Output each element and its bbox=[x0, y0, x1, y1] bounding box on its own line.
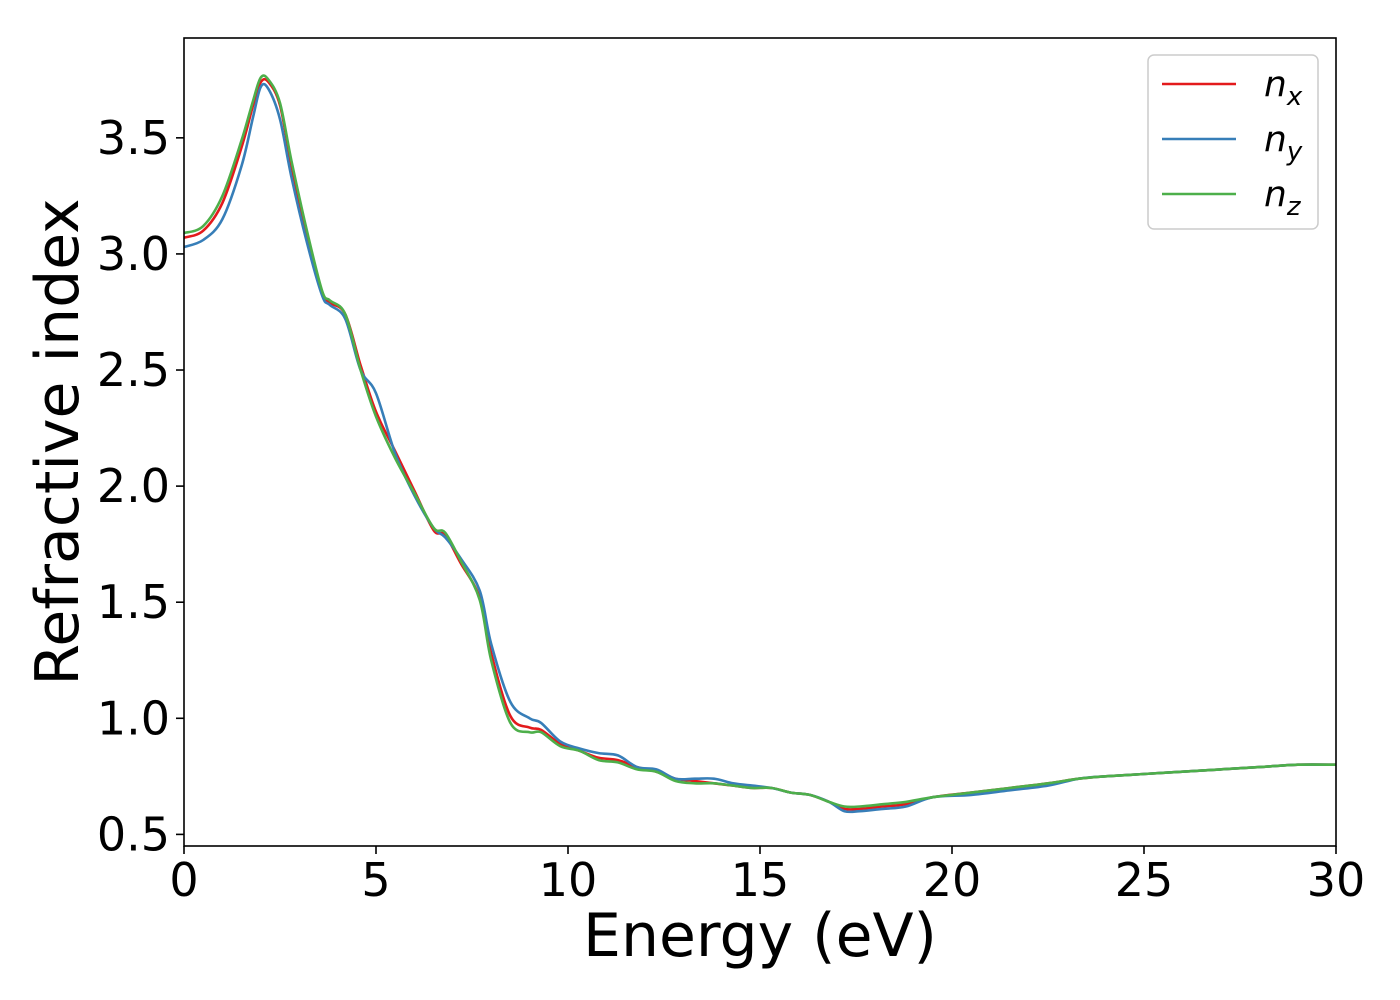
y-tick-label: 1.0 bbox=[97, 691, 170, 745]
x-tick-label: 30 bbox=[1307, 853, 1366, 907]
series-line-nz bbox=[183, 74, 1337, 809]
x-tick-label: 5 bbox=[361, 853, 390, 907]
legend-label-subscript: y bbox=[1286, 137, 1303, 167]
x-axis-ticks: 0 5 10 15 20 25 30 bbox=[169, 846, 1365, 907]
y-axis-title: Refractive index bbox=[23, 198, 93, 685]
legend-label-ny: ny bbox=[1264, 119, 1303, 167]
x-axis-title: Energy (eV) bbox=[583, 901, 937, 971]
y-tick-label: 2.0 bbox=[97, 459, 170, 513]
y-tick-label: 2.5 bbox=[97, 343, 170, 397]
y-tick-label: 1.5 bbox=[97, 575, 170, 629]
x-tick-label: 20 bbox=[923, 853, 982, 907]
legend-label-base: n bbox=[1264, 119, 1287, 160]
series-line-ny bbox=[183, 82, 1337, 814]
x-tick-label: 0 bbox=[169, 853, 198, 907]
series-layer bbox=[183, 74, 1337, 814]
legend-box bbox=[1147, 54, 1319, 230]
y-tick-label: 3.0 bbox=[97, 227, 170, 281]
y-tick-label: 3.5 bbox=[97, 111, 170, 165]
legend-label-subscript: x bbox=[1286, 82, 1303, 112]
legend-label-nz: nz bbox=[1264, 174, 1302, 222]
y-axis-ticks: 0.5 1.0 1.5 2.0 2.5 3.0 3.5 bbox=[97, 111, 184, 861]
legend-label-base: n bbox=[1264, 174, 1287, 215]
x-tick-label: 10 bbox=[539, 853, 598, 907]
legend-label-base: n bbox=[1264, 64, 1287, 105]
y-tick-label: 0.5 bbox=[97, 807, 170, 861]
x-tick-label: 25 bbox=[1115, 853, 1174, 907]
legend-label-subscript: z bbox=[1286, 192, 1302, 222]
x-tick-label: 15 bbox=[731, 853, 790, 907]
legend-label-nx: nx bbox=[1264, 64, 1303, 112]
